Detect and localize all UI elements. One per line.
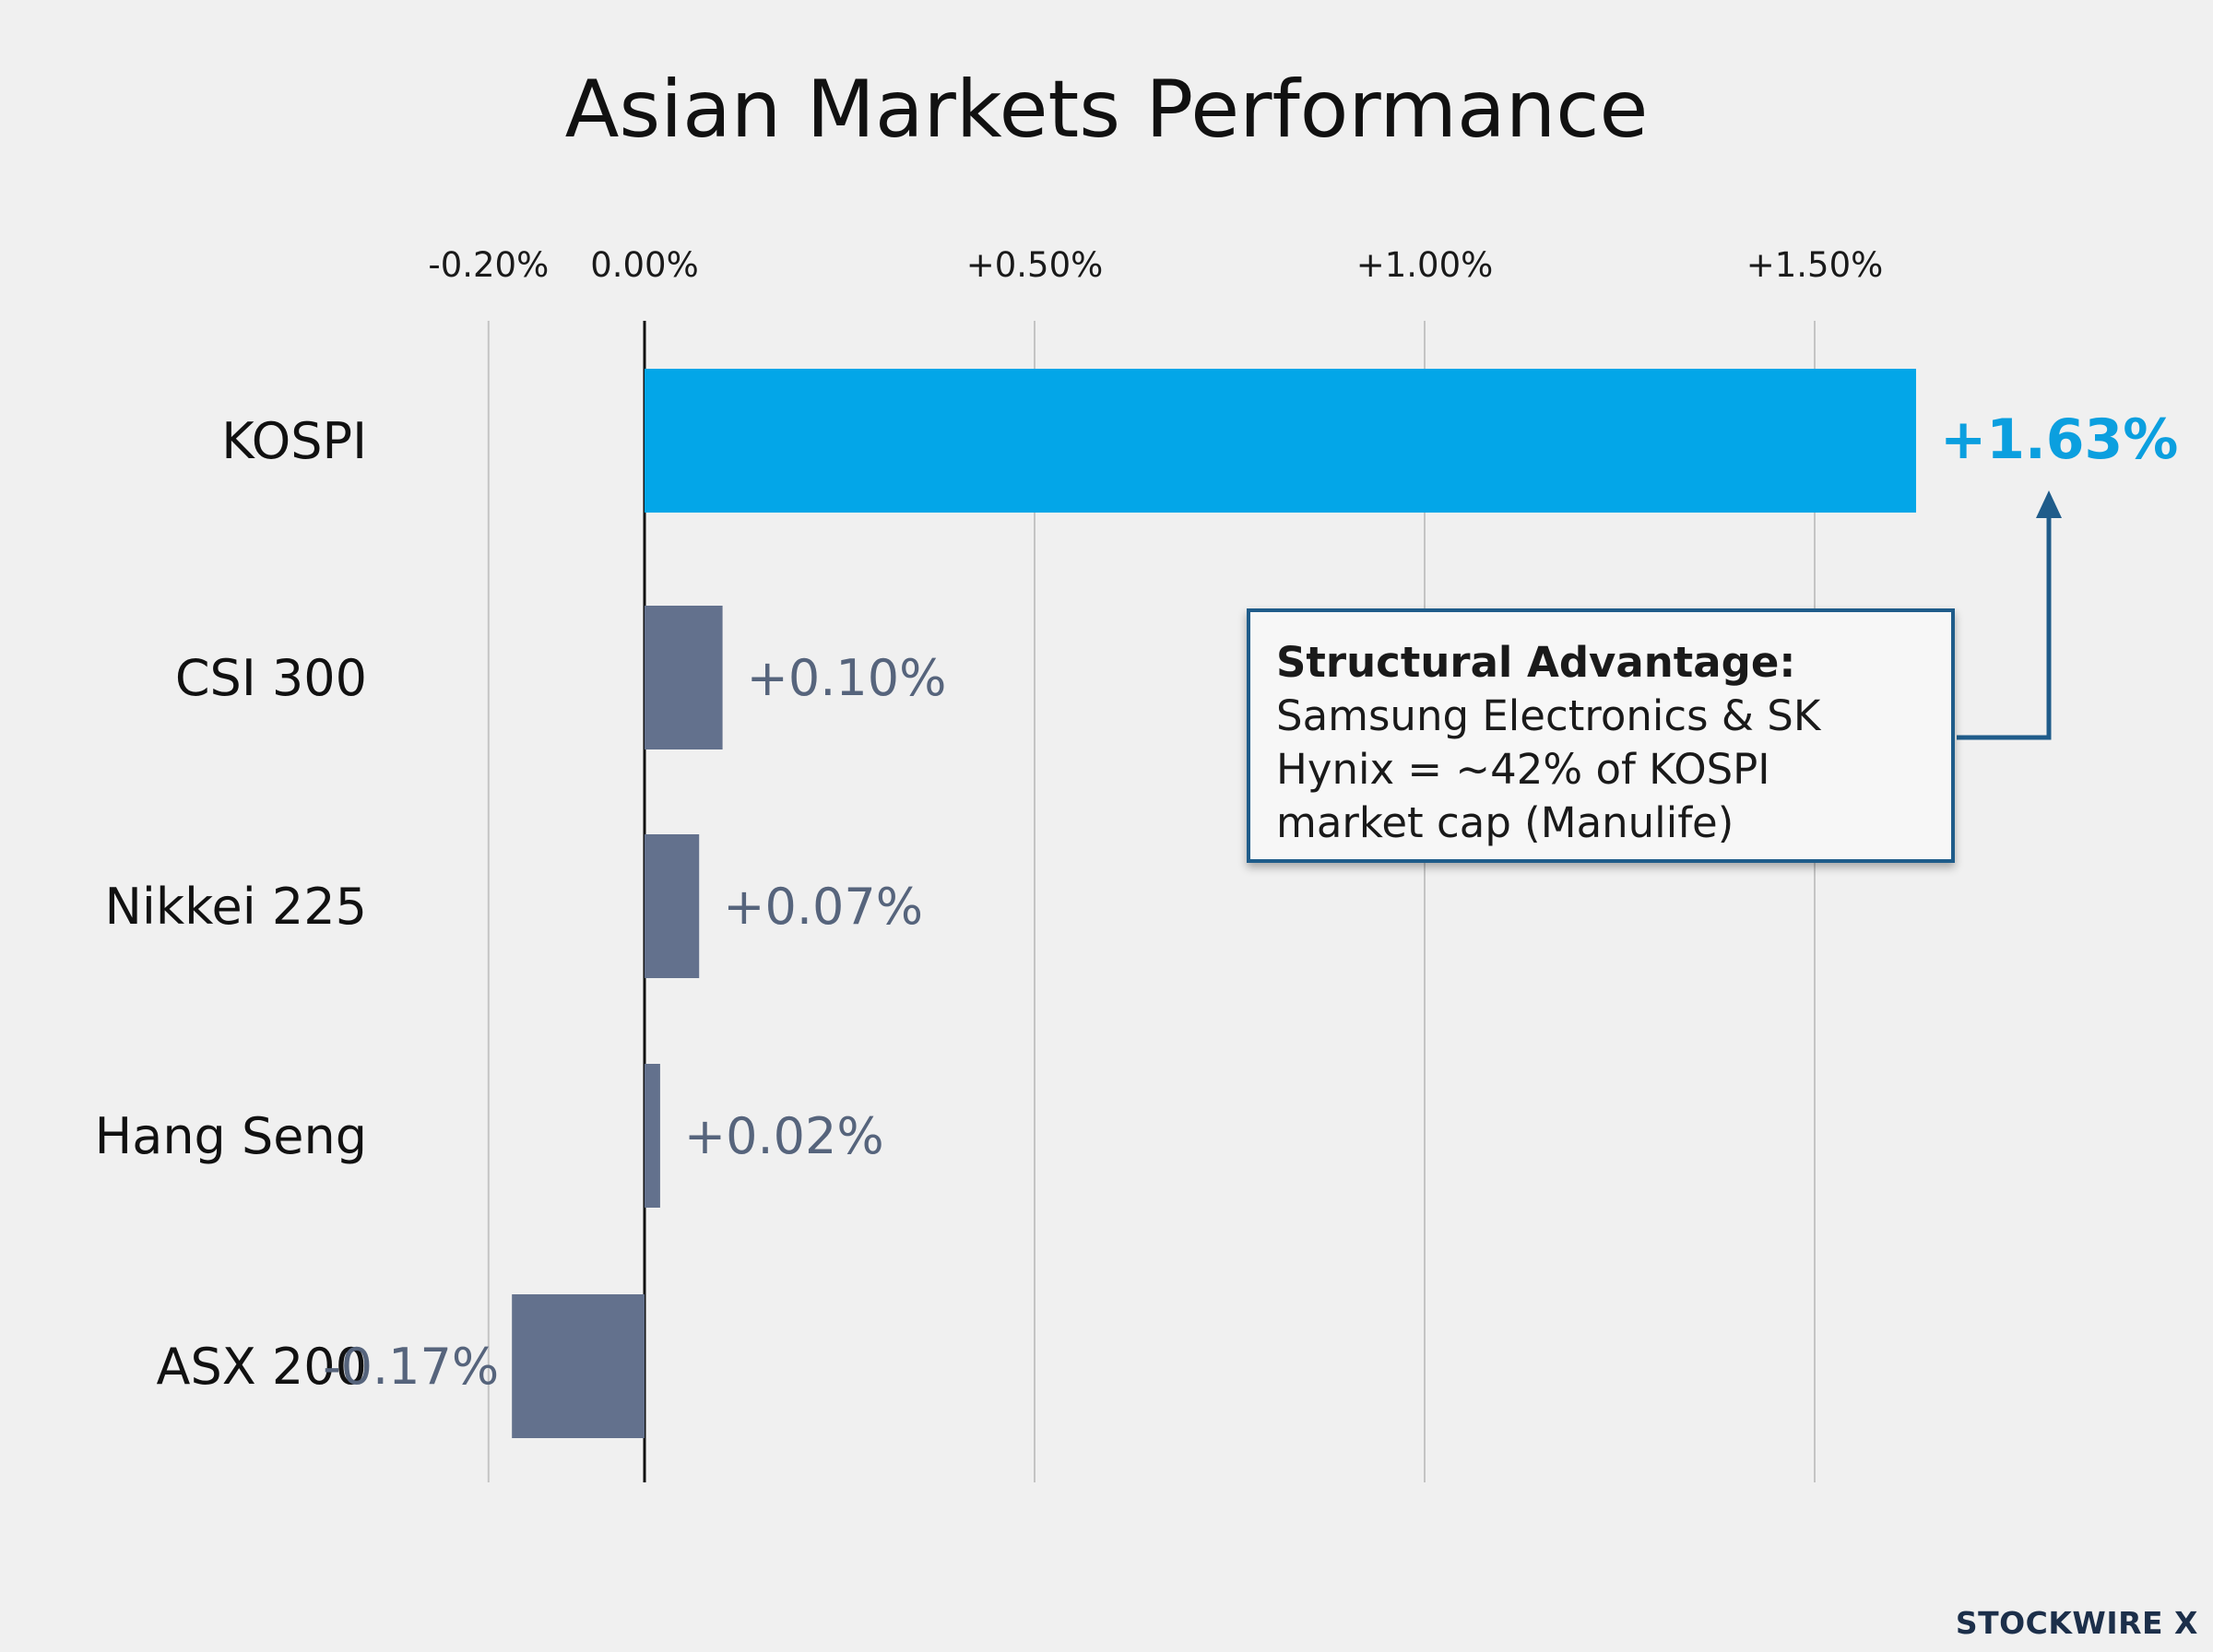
data-label: +0.02% — [684, 1107, 884, 1165]
chart-title: Asian Markets Performance — [565, 64, 1649, 156]
category-label: CSI 300 — [175, 649, 367, 707]
x-tick-label: -0.20% — [428, 245, 549, 285]
bar — [512, 1294, 645, 1438]
category-label: Hang Seng — [95, 1107, 367, 1165]
category-label: Nikkei 225 — [105, 878, 367, 936]
arrow-head — [2036, 490, 2062, 518]
data-label: +0.07% — [723, 878, 923, 936]
x-tick-label: 0.00% — [590, 245, 699, 285]
x-tick-label: +0.50% — [966, 245, 1104, 285]
grid-layer: -0.20% 0.00% +0.50% +1.00% +1.50% — [428, 245, 1883, 1482]
arrow-line — [1957, 516, 2052, 740]
bar-layer: KOSPI +1.63% CSI 300 +0.10% Nikkei 225 +0.07%… — [95, 369, 2178, 1438]
category-label: ASX 200 — [157, 1338, 367, 1396]
data-label: -0.17% — [323, 1338, 499, 1396]
bar — [645, 606, 723, 749]
bar — [645, 369, 1916, 513]
annotation-callout: Structural Advantage: Samsung Electronic… — [1247, 608, 1955, 863]
annotation-arrow — [1957, 490, 2062, 740]
x-tick-label: +1.00% — [1356, 245, 1494, 285]
brand-logo: STOCKWIRE X — [1955, 1605, 2198, 1641]
x-tick-label: +1.50% — [1746, 245, 1884, 285]
annotation-text: Samsung Electronics & SK Hynix = ~42% of… — [1276, 691, 1821, 847]
data-label: +0.10% — [747, 649, 947, 707]
annotation-title: Structural Advantage: — [1276, 638, 1796, 687]
data-label: +1.63% — [1940, 407, 2178, 472]
category-label: KOSPI — [221, 412, 367, 470]
bar — [645, 834, 700, 978]
bar — [645, 1064, 660, 1208]
